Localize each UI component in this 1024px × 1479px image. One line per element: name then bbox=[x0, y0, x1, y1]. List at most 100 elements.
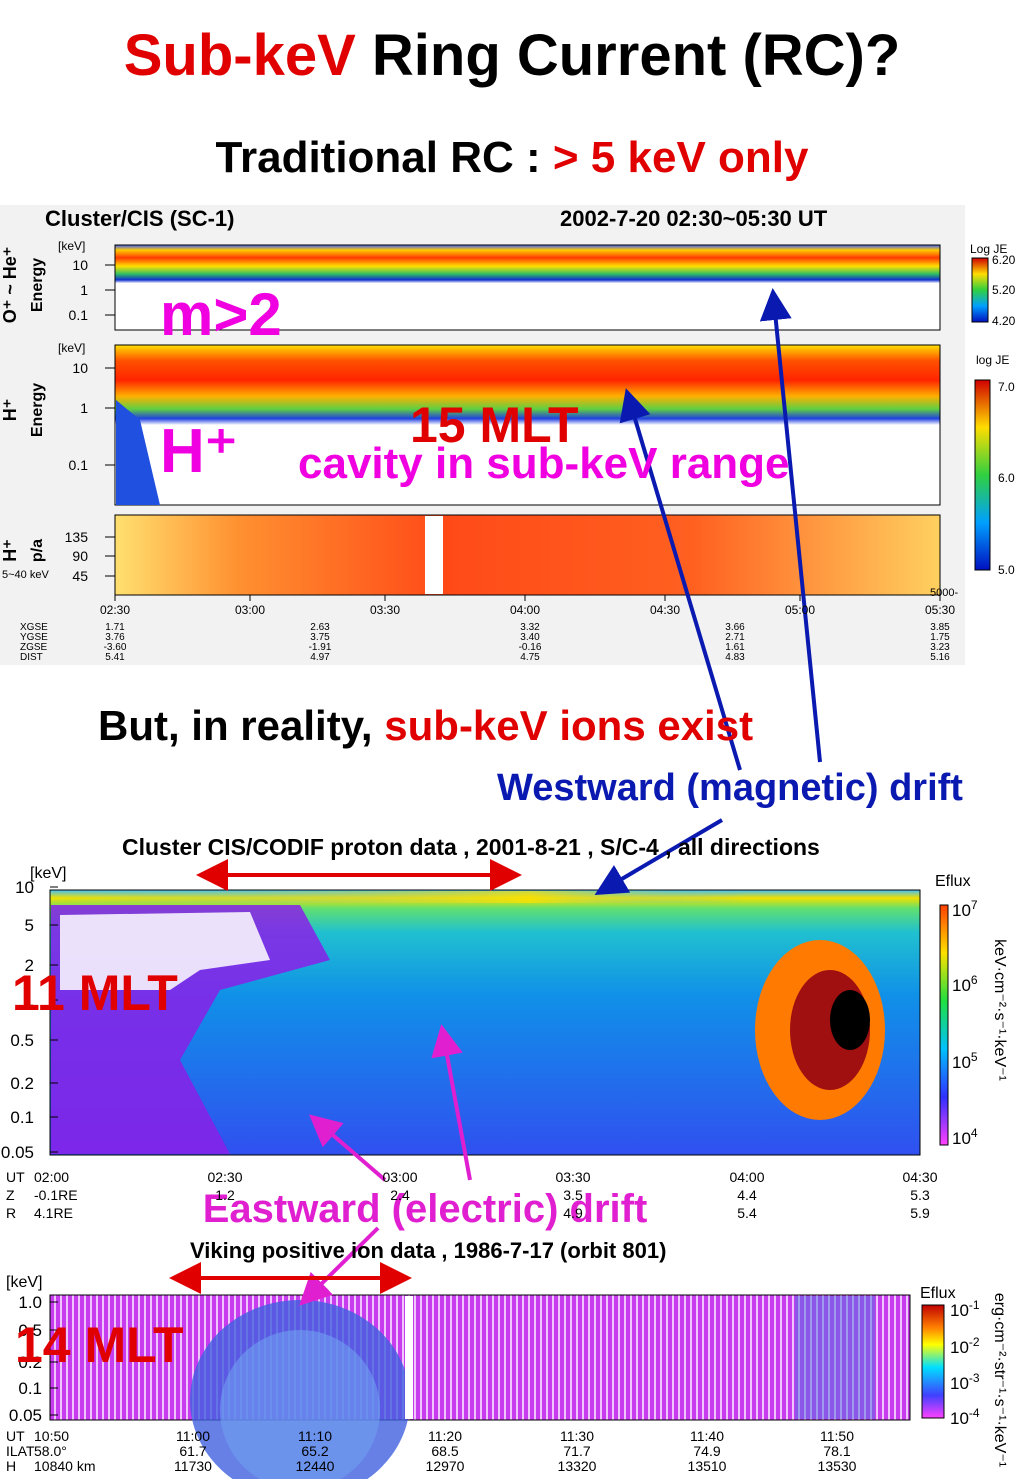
tick-exponent: -4 bbox=[969, 1406, 980, 1420]
axis-unit: [keV] bbox=[30, 865, 66, 882]
ephemeris-value: 2.71 bbox=[725, 632, 745, 643]
ephemeris-value: -0.16 bbox=[519, 642, 542, 653]
colorbar-tick-label: 107 bbox=[952, 898, 978, 920]
row-value: 5.4 bbox=[737, 1205, 757, 1221]
ephemeris-value: 3.76 bbox=[105, 632, 125, 643]
colorbar-unit: erg·cm⁻²·str⁻¹·s⁻¹·keV⁻¹ bbox=[991, 1293, 1008, 1467]
row-value: 4.9 bbox=[563, 1205, 583, 1221]
row-value: 61.7 bbox=[179, 1443, 206, 1459]
colorbar-unit: keV·cm⁻²·s⁻¹·keV⁻¹ bbox=[991, 939, 1008, 1081]
x-tick-label: 03:00 bbox=[235, 603, 265, 617]
reality-statement: But, in reality, sub-keV ions exist bbox=[98, 702, 753, 749]
colorbar-label: Log JE bbox=[970, 242, 1007, 256]
annotation-mlt: 15 MLT bbox=[410, 397, 579, 453]
row-value: 3.5 bbox=[563, 1187, 583, 1203]
row-label: R bbox=[6, 1205, 16, 1221]
panel-header: Cluster/CIS (SC-1) bbox=[45, 206, 234, 231]
heavy-spectrogram bbox=[114, 244, 941, 331]
x-tick-label: 05:00 bbox=[785, 603, 815, 617]
row-value: 5.9 bbox=[910, 1205, 930, 1221]
y-tick-label: 135 bbox=[65, 529, 89, 545]
panel-title: Cluster CIS/CODIF proton data , 2001-8-2… bbox=[122, 834, 820, 860]
tick-exponent: 5 bbox=[971, 1050, 978, 1064]
panel-title: Viking positive ion data , 1986-7-17 (or… bbox=[190, 1238, 666, 1263]
ephemeris-value: 3.75 bbox=[310, 632, 330, 643]
row-value: -0.1RE bbox=[34, 1187, 78, 1203]
ephemeris-value: 3.85 bbox=[930, 622, 950, 633]
subtitle-highlight: > 5 keV only bbox=[553, 133, 809, 182]
slide-title: Sub-keV Ring Current (RC)? bbox=[124, 23, 901, 88]
panel-header: 2002-7-20 02:30~05:30 UT bbox=[560, 206, 828, 231]
y-tick-label: 1 bbox=[25, 991, 34, 1010]
row-value: 12440 bbox=[296, 1458, 335, 1474]
row-value: 11:50 bbox=[820, 1428, 854, 1444]
row-value: 10840 km bbox=[34, 1458, 95, 1474]
reality-highlight: sub-keV ions exist bbox=[384, 702, 753, 749]
arrows bbox=[169, 288, 822, 1306]
y-tick-label: 10 bbox=[15, 878, 34, 897]
subtitle-lead: Traditional RC : bbox=[216, 133, 553, 182]
row-value: 65.2 bbox=[301, 1443, 328, 1459]
ephemeris-value: -1.91 bbox=[309, 642, 332, 653]
annotation-mlt: 11 MLT bbox=[12, 965, 178, 1021]
axis-label: Energy bbox=[29, 258, 46, 312]
row-label: UT bbox=[6, 1428, 25, 1444]
ephemeris-label: XGSE bbox=[20, 622, 48, 633]
tick-base: 10 bbox=[952, 976, 971, 995]
ephemeris-value: 4.83 bbox=[725, 652, 745, 663]
title-rest: Ring Current (RC)? bbox=[356, 23, 901, 88]
colorbar-tick-label: 6.0 bbox=[998, 471, 1015, 485]
colorbar-label: Eflux bbox=[920, 1285, 956, 1302]
y-tick-label: 90 bbox=[72, 548, 88, 564]
species-label: H⁺ bbox=[0, 539, 20, 562]
tick-exponent: 6 bbox=[971, 973, 978, 987]
colorbar-label: log JE bbox=[976, 353, 1009, 367]
codif-empty-region bbox=[60, 912, 270, 990]
y-tick-label: 0.2 bbox=[18, 1353, 42, 1372]
corner-label: 5000- bbox=[930, 587, 958, 599]
tick-base: 10 bbox=[952, 901, 971, 920]
y-tick-label: 1 bbox=[80, 282, 88, 298]
proton-lowenergy-patch bbox=[116, 400, 160, 505]
axis-label: Energy bbox=[29, 383, 46, 437]
row-value: 13510 bbox=[688, 1458, 727, 1474]
ephemeris-label: DIST bbox=[20, 652, 43, 663]
arrow bbox=[308, 1114, 387, 1182]
ephemeris-label: YGSE bbox=[20, 632, 48, 643]
ephemeris-value: 2.63 bbox=[310, 622, 330, 633]
reality-lead: But, in reality, bbox=[98, 702, 384, 749]
ephemeris-value: 1.75 bbox=[930, 632, 950, 643]
codif-high-energy-band bbox=[50, 891, 920, 903]
pitch-spectrogram bbox=[114, 514, 941, 596]
tick-base: 10 bbox=[952, 1129, 971, 1148]
viking-ion-band bbox=[795, 1296, 875, 1419]
x-tick-label: 05:30 bbox=[925, 603, 955, 617]
tick-base: 10 bbox=[950, 1374, 969, 1393]
annotation-species: H⁺ bbox=[160, 417, 238, 486]
row-value: 13530 bbox=[818, 1458, 857, 1474]
x-tick-label: 02:30 bbox=[100, 603, 130, 617]
row-value: 02:00 bbox=[34, 1169, 69, 1185]
axis-unit: [keV] bbox=[6, 1274, 42, 1291]
y-tick-label: 45 bbox=[72, 568, 88, 584]
codif-colorbar bbox=[939, 904, 949, 1146]
ephemeris-value: 4.97 bbox=[310, 652, 330, 663]
row-value: 13320 bbox=[558, 1458, 597, 1474]
ephemeris-label: ZGSE bbox=[20, 642, 48, 653]
species-label: O⁺ ~ He⁺ bbox=[0, 247, 20, 324]
row-value: 4.4 bbox=[737, 1187, 757, 1203]
colorbar-tick-label: 7.0 bbox=[998, 380, 1015, 394]
row-value: 04:30 bbox=[902, 1169, 937, 1185]
colorbar-tick-label: 10-4 bbox=[950, 1406, 980, 1428]
species-label: H⁺ bbox=[0, 399, 20, 422]
ephemeris-value: 3.40 bbox=[520, 632, 540, 643]
colorbar-tick-label: 106 bbox=[952, 973, 978, 995]
row-value: 12970 bbox=[426, 1458, 465, 1474]
row-value: 11:00 bbox=[176, 1428, 210, 1444]
axis-unit: [keV] bbox=[58, 341, 85, 355]
pitch-range: 5~40 keV bbox=[2, 569, 49, 581]
y-tick-label: 0.5 bbox=[18, 1321, 42, 1340]
title-highlight: Sub-keV bbox=[124, 23, 356, 88]
y-tick-label: 0.2 bbox=[10, 1074, 34, 1093]
row-value: 10:50 bbox=[34, 1428, 69, 1444]
